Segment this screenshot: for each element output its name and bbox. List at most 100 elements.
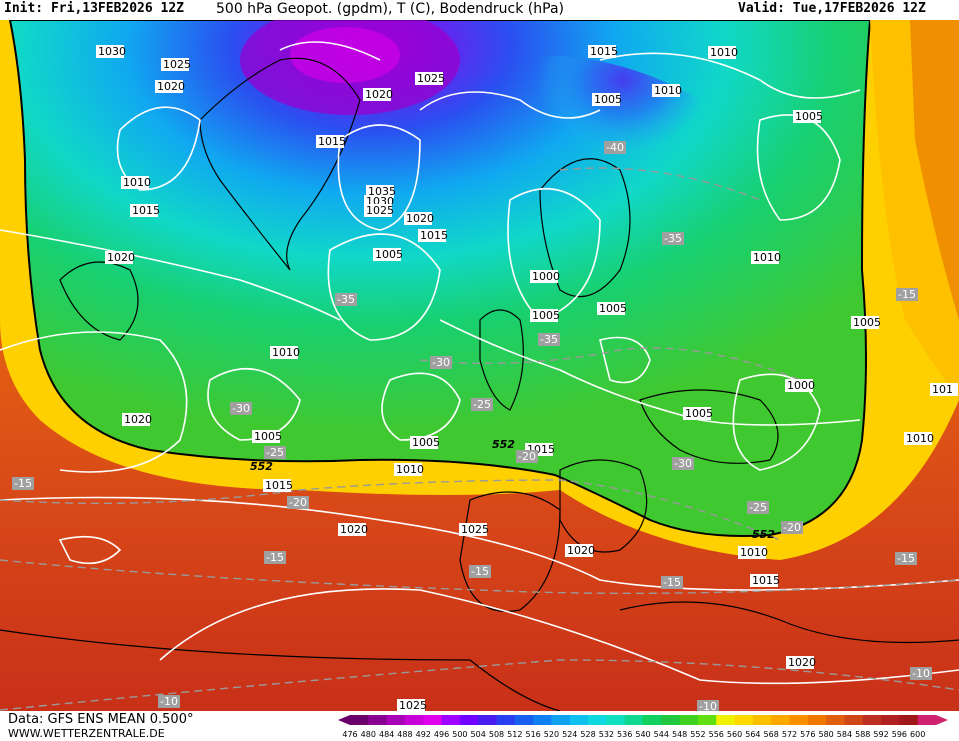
legend-tick-label: 532 [599,730,614,739]
pressure-label: 1005 [685,407,713,420]
legend-swatch [624,715,644,725]
legend-swatch [551,715,571,725]
pressure-label: 1005 [795,110,823,123]
website-credit: WWW.WETTERZENTRALE.DE [8,727,165,740]
pressure-label: 1010 [906,432,934,445]
legend-tick-label: 572 [782,730,797,739]
legend-tick-label: 584 [837,730,852,739]
temperature-label: -15 [897,552,915,565]
pressure-label: 1005 [254,430,282,443]
temperature-label: -10 [699,700,717,711]
contour-552-label: 552 [492,438,515,451]
pressure-label: 1020 [567,544,595,557]
east-orange-band [910,20,959,320]
legend-swatch [661,715,681,725]
legend-arrow-right [936,715,948,725]
data-source: Data: GFS ENS MEAN 0.500° [8,712,194,727]
isotherms [0,167,959,711]
pressure-label: 1020 [406,212,434,225]
legend-swatch [533,715,552,725]
legend-tick-label: 588 [855,730,870,739]
temperature-label: -25 [473,398,491,411]
temperature-label: -15 [471,565,489,578]
legend-tick-label: 504 [471,730,486,739]
temperature-label: -40 [606,141,624,154]
pressure-label: 1025 [366,204,394,217]
legend-swatch [478,715,497,725]
legend-swatch [423,715,443,725]
temperature-label: -15 [266,551,284,564]
legend-swatch [404,715,424,725]
legend-tick-label: 596 [892,730,907,739]
legend-tick-label: 480 [361,730,376,739]
pressure-label: 1010 [753,251,781,264]
legend-tick-label: 520 [544,730,559,739]
legend-swatch [459,715,479,725]
legend-tick-label: 492 [416,730,431,739]
pressure-labels: 1020 1030 1025 1020 1020 1025 1015 1015 … [96,45,958,711]
pressure-label: 1005 [599,302,627,315]
legend-swatch [588,715,607,725]
temperature-label: -30 [432,356,450,369]
pressure-label: 1015 [318,135,346,148]
legend-swatch [441,715,461,725]
temperature-label: -15 [663,576,681,589]
pressure-label: 1025 [163,58,191,71]
pressure-label: 101 [932,383,953,396]
pressure-label: 1035 [368,185,396,198]
cold-core-center [290,27,400,83]
temperature-label: -35 [540,333,558,346]
legend-swatch [752,715,772,725]
legend-tick-label: 516 [525,730,540,739]
legend-tick-label: 508 [489,730,504,739]
pressure-label: 1025 [417,72,445,85]
temperature-label: -25 [266,446,284,459]
header-bar: Init: Fri,13FEB2026 12Z 500 hPa Geopot. … [0,0,959,20]
legend-tick-label: 488 [397,730,412,739]
legend-swatch [697,715,717,725]
legend-tick-label: 528 [580,730,595,739]
legend-tick-label: 496 [434,730,449,739]
temperature-label: -10 [912,667,930,680]
legend-swatch [514,715,534,725]
legend-swatch [679,715,699,725]
pressure-label: 1020 [107,251,135,264]
legend-tick-label: 568 [764,730,779,739]
temperature-labels: -40 -35 -35 -30 -35 -30 -25 -25 -20 -30 … [12,141,932,711]
legend-swatch [606,715,626,725]
pressure-label: 1005 [412,436,440,449]
pressure-label: 1010 [123,176,151,189]
pressure-label: 1000 [787,379,815,392]
temperature-label: -20 [518,450,536,463]
legend-swatch [569,715,589,725]
legend-tick-label: 552 [690,730,705,739]
temperature-label: -15 [14,477,32,490]
temperature-label: -30 [674,457,692,470]
legend-tick-label: 580 [818,730,833,739]
legend-tick-label: 576 [800,730,815,739]
legend-swatch [899,715,919,725]
contour-552-label: 552 [752,528,775,541]
legend-swatch [771,715,790,725]
legend-tick-label: 540 [635,730,650,739]
legend-swatch [826,715,845,725]
legend-tick-label: 484 [379,730,394,739]
legend-swatch [917,715,937,725]
pressure-label: 1015 [132,204,160,217]
legend-tick-label: 500 [452,730,467,739]
legend-tick-label: 556 [709,730,724,739]
legend-tick-label: 600 [910,730,925,739]
temperature-label: -35 [664,232,682,245]
legend-arrow-left [338,715,350,725]
legend-swatch [368,715,388,725]
pressure-label: 1010 [710,46,738,59]
weather-map: 552 552 552 1020 1030 1025 1020 1020 102… [0,20,959,711]
legend-swatch [862,715,882,725]
temperature-label: -10 [160,695,178,708]
pressure-label: 1005 [853,316,881,329]
init-time: Init: Fri,13FEB2026 12Z [4,1,185,16]
legend-swatch [734,715,754,725]
legend-tick-label: 564 [745,730,760,739]
legend-swatch [881,715,900,725]
pressure-label: 1020 [124,413,152,426]
